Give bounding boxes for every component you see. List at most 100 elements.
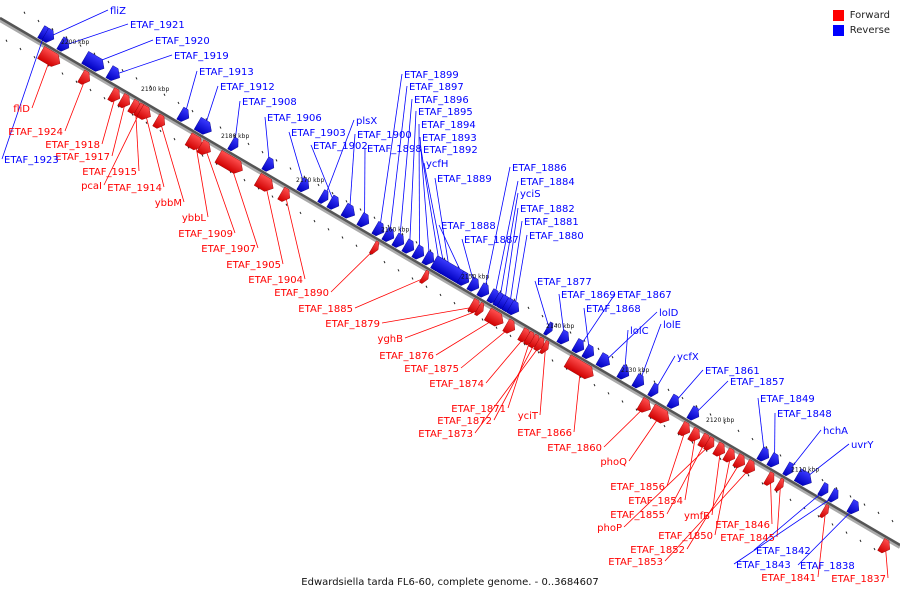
gene-etaf-1886[interactable] [476,282,493,300]
gene-arrow[interactable] [581,343,598,361]
gene-etaf-1904[interactable] [277,186,294,204]
gene-etaf-1903[interactable] [296,177,313,194]
gene-arrow[interactable] [686,405,703,423]
gene-ycfx[interactable] [647,382,662,399]
gene-etaf-1899[interactable] [371,220,388,238]
gene-etaf-1880[interactable] [506,300,523,317]
gene-arrow[interactable] [317,189,332,206]
gene-ybbm[interactable] [152,113,169,131]
gene-arrow[interactable] [214,149,246,176]
gene-etaf-1921[interactable] [56,36,73,54]
gene-arrow[interactable] [563,354,597,382]
gene-arrow[interactable] [766,452,783,470]
gene-arrow[interactable] [37,46,63,69]
gene-arrow[interactable] [631,373,648,390]
gene-arrow[interactable] [369,240,381,256]
gene-arrow[interactable] [793,468,815,489]
gene-plsx[interactable] [317,189,332,206]
gene-etaf-1875[interactable] [502,318,519,336]
gene-etaf-1912[interactable] [193,116,215,137]
gene-etaf-1888[interactable] [456,270,473,288]
gene-etaf-1876[interactable] [483,307,507,329]
gene-etaf-1914[interactable] [136,104,154,123]
gene-arrow[interactable] [421,250,438,268]
gene-etaf-1843[interactable] [827,487,842,504]
gene-etaf-1919[interactable] [105,65,123,84]
gene-arrow[interactable] [819,503,831,519]
gene-etaf-1842[interactable] [817,482,832,498]
gene-arrow[interactable] [476,282,493,300]
gene-arrow[interactable] [326,194,343,212]
gene-arrow[interactable] [782,461,797,478]
gene-arrow[interactable] [556,329,573,347]
gene-etaf-1854[interactable] [687,426,704,444]
gene-arrow[interactable] [722,447,739,465]
gene-etaf-1853[interactable] [742,459,759,476]
gene-etaf-1917[interactable] [117,93,134,110]
gene-arrow[interactable] [647,382,662,399]
gene-etaf-1850[interactable] [722,447,739,465]
gene-arrow[interactable] [506,300,523,317]
gene-arrow[interactable] [456,270,473,288]
gene-etaf-1898[interactable] [356,212,373,229]
gene-lolc[interactable] [616,364,633,382]
gene-arrow[interactable] [261,156,278,174]
gene-arrow[interactable] [371,220,388,238]
gene-etaf-1867[interactable] [571,338,588,355]
gene-etaf-1913[interactable] [176,106,193,124]
gene-ycit[interactable] [539,339,551,355]
gene-uvry[interactable] [793,468,815,489]
gene-etaf-1920[interactable] [81,51,108,74]
gene-arrow[interactable] [77,69,94,87]
gene-etaf-1877[interactable] [543,321,555,337]
gene-arrow[interactable] [616,364,633,382]
gene-arrow[interactable] [81,51,108,74]
gene-etaf-1885[interactable] [419,269,431,285]
gene-etaf-1890[interactable] [369,240,381,256]
gene-flid[interactable] [37,46,63,69]
gene-arrow[interactable] [356,212,373,229]
gene-etaf-1837[interactable] [877,538,894,555]
gene-arrow[interactable] [467,297,484,315]
gene-hcha[interactable] [782,461,797,478]
gene-etaf-1873[interactable] [533,336,547,353]
gene-etaf-1860[interactable] [636,397,654,415]
gene-etaf-1866[interactable] [563,354,597,382]
gene-etaf-1893[interactable] [421,250,438,268]
gene-etaf-1895[interactable] [401,238,418,256]
gene-etaf-1845[interactable] [774,477,786,493]
gene-etaf-1861[interactable] [666,393,683,411]
gene-arrow[interactable] [411,244,428,262]
gene-arrow[interactable] [277,186,294,204]
gene-arrow[interactable] [666,393,683,411]
gene-arrow[interactable] [117,93,134,110]
gene-arrow[interactable] [827,487,842,504]
gene-arrow[interactable] [41,27,58,45]
gene-arrow[interactable] [732,453,749,470]
gene-arrow[interactable] [687,426,704,444]
gene-arrow[interactable] [391,232,408,250]
gene-etaf-1868[interactable] [581,343,598,361]
gene-arrow[interactable] [677,420,694,438]
gene-etaf-1856[interactable] [677,420,694,438]
gene-etaf-1897[interactable] [381,226,398,244]
gene-arrow[interactable] [136,104,154,123]
gene-etaf-1900[interactable] [340,202,358,221]
gene-etaf-1848[interactable] [766,452,783,470]
gene-arrow[interactable] [648,403,672,426]
gene-etaf-1896[interactable] [391,232,408,250]
gene-arrow[interactable] [742,459,759,476]
gene-arrow[interactable] [105,65,123,84]
gene-arrow[interactable] [381,226,398,244]
gene-arrow[interactable] [401,238,418,256]
gene-arrow[interactable] [636,397,654,415]
gene-etaf-1846[interactable] [763,471,777,488]
gene-etaf-1894[interactable] [411,244,428,262]
gene-etaf-1908[interactable] [227,136,242,153]
gene-arrow[interactable] [533,336,547,353]
gene-etaf-1906[interactable] [261,156,278,174]
gene-ybbl[interactable] [184,132,206,153]
gene-arrow[interactable] [466,276,483,294]
gene-etaf-1838[interactable] [846,499,863,516]
gene-arrow[interactable] [176,106,193,124]
